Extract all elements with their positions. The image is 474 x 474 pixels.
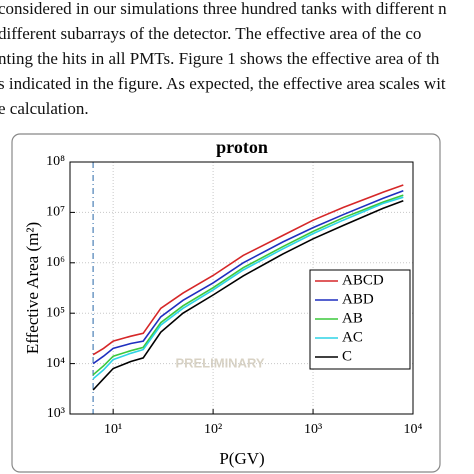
y-axis-label: Effective Area (m²) — [23, 222, 42, 354]
text-line: considered in our simulations three hund… — [0, 0, 447, 18]
text-line: e calculation. — [0, 99, 89, 118]
y-tick-label: 10³ — [47, 406, 65, 421]
series-line — [92, 184, 404, 356]
plot-frame — [69, 161, 414, 415]
y-tick-label: 10⁸ — [46, 154, 65, 169]
y-tick-label: 10⁵ — [46, 305, 65, 320]
series-line — [92, 189, 404, 365]
text-line: s indicated in the figure. As expected, … — [0, 74, 446, 93]
x-tick-label: 10² — [204, 422, 222, 437]
x-axis-label: P(GV) — [219, 449, 264, 468]
series-line — [92, 194, 404, 376]
text-line: nting the hits in all PMTs. Figure 1 sho… — [0, 49, 440, 68]
legend-label: AC — [342, 329, 363, 345]
y-tick-label: 10⁷ — [46, 205, 65, 220]
text-line: different subarrays of the detector. The… — [0, 24, 421, 43]
x-tick-label: 10³ — [304, 422, 322, 437]
y-tick-label: 10⁴ — [46, 356, 65, 371]
series-line — [92, 196, 404, 380]
legend-label: ABCD — [342, 272, 384, 288]
legend-label: AB — [342, 310, 363, 326]
watermark: PRELIMINARY — [175, 355, 264, 370]
y-tick-label: 10⁶ — [46, 255, 65, 270]
x-tick-label: 10⁴ — [404, 422, 423, 437]
series-line — [92, 200, 404, 391]
legend-label: C — [342, 348, 352, 364]
chart-title: proton — [216, 137, 268, 157]
x-tick-label: 10¹ — [104, 422, 122, 437]
legend-label: ABD — [342, 291, 374, 307]
